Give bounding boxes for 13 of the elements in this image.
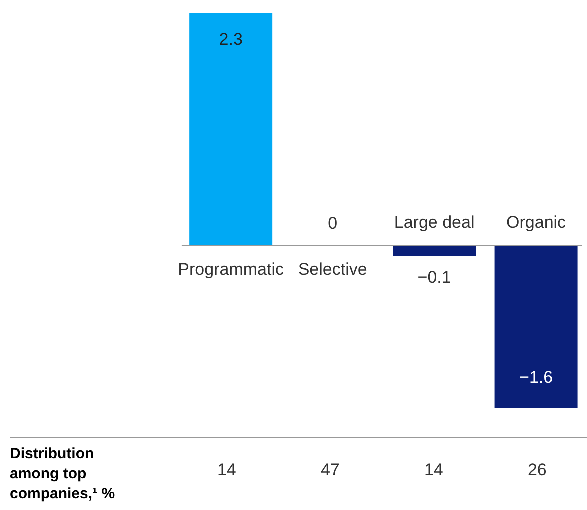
data-label: 14 [424,460,444,480]
x-tick-label: Programmatic [178,260,284,279]
data-label: 47 [320,460,340,480]
x-tick-label: Organic [506,212,567,232]
data-label: 0 [328,214,338,233]
x-tick-label: Selective [298,260,368,279]
data-label: 2.3 [219,30,243,49]
data-label: −1.6 [520,368,554,387]
data-label: 14 [217,460,236,480]
data-label: 26 [528,460,547,480]
data-label: −0.1 [418,268,452,288]
text: Distribution among top companies,¹ % [10,446,116,503]
x-tick-label: Large deal [394,212,475,232]
